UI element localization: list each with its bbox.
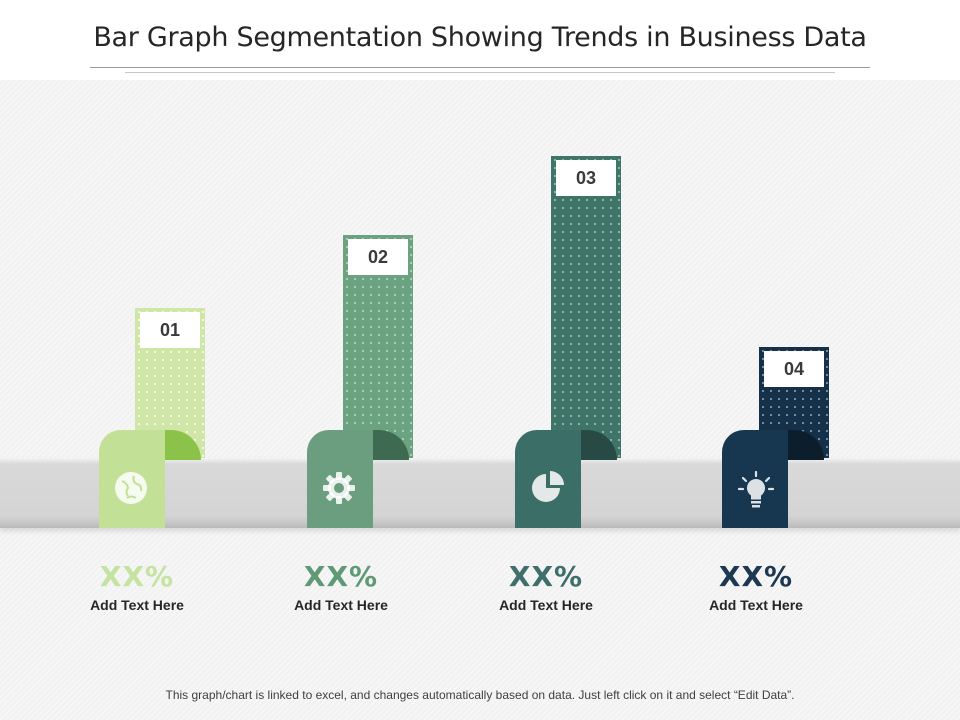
description-04: Add Text Here xyxy=(666,597,846,613)
pie-chart-icon xyxy=(529,470,569,511)
title-underline-secondary xyxy=(125,72,835,73)
bar-label-03: 03 xyxy=(556,160,616,196)
description-02: Add Text Here xyxy=(251,597,431,613)
percent-value-04: XX% xyxy=(676,560,836,593)
gear-icon xyxy=(321,470,357,511)
page-title: Bar Graph Segmentation Showing Trends in… xyxy=(0,22,960,53)
bar-label-01: 01 xyxy=(140,312,200,348)
percent-value-02: XX% xyxy=(261,560,421,593)
bar-03 xyxy=(551,156,621,460)
footer-note: This graph/chart is linked to excel, and… xyxy=(0,688,960,702)
title-underline xyxy=(90,67,870,68)
percent-value-03: XX% xyxy=(466,560,626,593)
description-03: Add Text Here xyxy=(456,597,636,613)
globe-icon xyxy=(113,470,149,511)
percent-value-01: XX% xyxy=(57,560,217,593)
lightbulb-icon xyxy=(736,470,776,515)
bar-label-02: 02 xyxy=(348,239,408,275)
description-01: Add Text Here xyxy=(47,597,227,613)
bar-label-04: 04 xyxy=(764,351,824,387)
